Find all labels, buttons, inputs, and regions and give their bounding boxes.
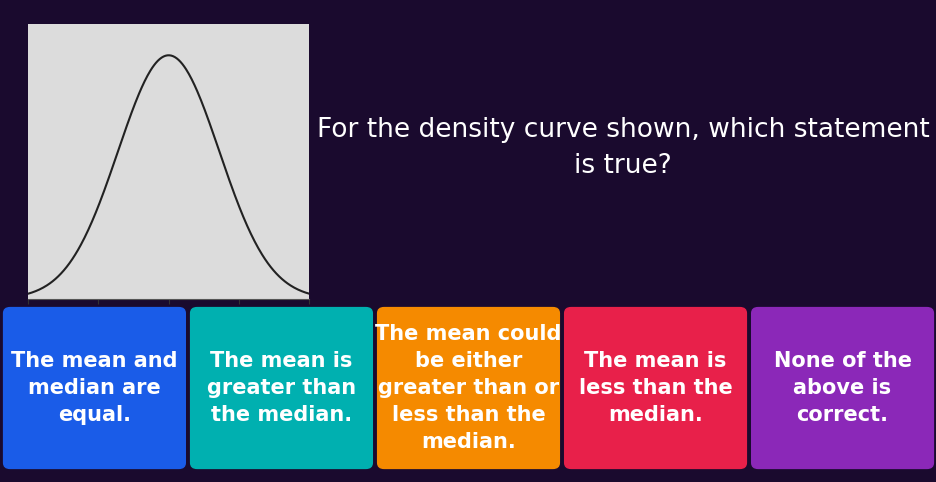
FancyBboxPatch shape: [376, 307, 560, 469]
Text: The mean and
median are
equal.: The mean and median are equal.: [11, 351, 178, 425]
Text: For the density curve shown, which statement
is true?: For the density curve shown, which state…: [316, 117, 929, 179]
Text: The mean is
greater than
the median.: The mean is greater than the median.: [207, 351, 356, 425]
Text: The mean could
be either
greater than or
less than the
median.: The mean could be either greater than or…: [375, 323, 561, 453]
Text: The mean is
less than the
median.: The mean is less than the median.: [578, 351, 732, 425]
Text: None of the
above is
correct.: None of the above is correct.: [773, 351, 911, 425]
FancyBboxPatch shape: [563, 307, 746, 469]
FancyBboxPatch shape: [750, 307, 933, 469]
FancyBboxPatch shape: [3, 307, 186, 469]
FancyBboxPatch shape: [190, 307, 373, 469]
